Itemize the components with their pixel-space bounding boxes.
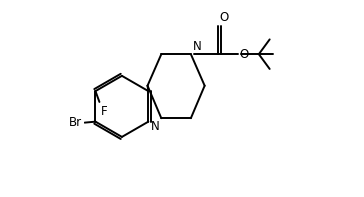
Text: N: N <box>193 40 201 53</box>
Text: Br: Br <box>68 116 82 129</box>
Text: F: F <box>100 105 107 118</box>
Text: O: O <box>219 11 229 24</box>
Text: O: O <box>239 48 248 61</box>
Text: N: N <box>151 120 160 133</box>
